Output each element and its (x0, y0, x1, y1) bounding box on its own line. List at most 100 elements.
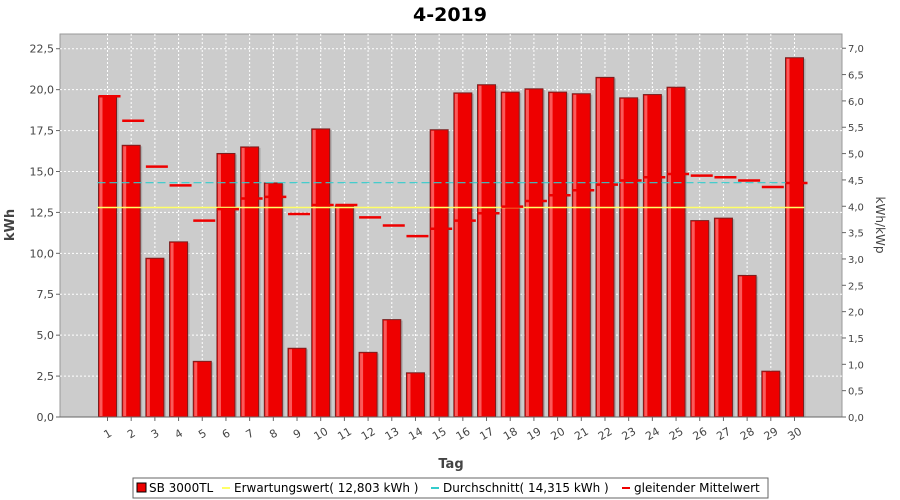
bar-day-27 (713, 217, 735, 418)
x-tick-label: 26 (691, 425, 710, 443)
x-tick-label: 11 (335, 425, 354, 443)
bar-day-1 (98, 95, 119, 418)
bar-day-3 (145, 257, 166, 418)
bar-highlight (715, 219, 719, 416)
y-tick-label: 2,5 (37, 370, 55, 383)
legend-label-average: Durchschnitt( 14,315 kWh ) (443, 481, 609, 495)
legend-swatch-bars (136, 482, 147, 493)
x-tick-label: 29 (762, 425, 781, 443)
bar-day-13 (382, 319, 403, 418)
x-tick-label: 23 (620, 425, 639, 443)
bar-highlight (217, 154, 221, 416)
bar-day-30 (785, 57, 806, 418)
legend-label-expected: Erwartungswert( 12,803 kWh ) (234, 481, 418, 495)
bar-day-28 (737, 274, 759, 418)
bar-highlight (691, 221, 695, 416)
bar-highlight (454, 93, 458, 416)
x-tick-label: 21 (572, 425, 591, 443)
bar-day-20 (548, 91, 569, 418)
bar-day-16 (453, 92, 474, 418)
bar-day-17 (477, 84, 498, 418)
y2-tick-label: 5,5 (848, 123, 864, 134)
x-tick-label: 15 (430, 425, 449, 443)
bar-day-19 (524, 88, 545, 418)
x-tick-label: 16 (454, 425, 473, 443)
y2-tick-label: 0,0 (848, 413, 864, 424)
y2-tick-label: 3,5 (848, 229, 864, 240)
bar-highlight (241, 147, 245, 416)
x-tick-label: 17 (477, 425, 496, 443)
chart-title: 4-2019 (413, 4, 487, 26)
bar-highlight (336, 206, 340, 416)
y2-tick-label: 6,5 (848, 71, 864, 82)
x-tick-label: 4 (173, 427, 186, 442)
y-axis-left: 0,0 2,5 5,0 7,5 10,0 12,5 15,0 17,5 20,0 22,5 (30, 43, 60, 424)
bar-highlight (194, 362, 198, 416)
y-tick-label: 22,5 (30, 43, 55, 56)
x-tick-label: 30 (785, 425, 804, 443)
bar-day-6 (216, 152, 237, 418)
x-tick-label: 22 (596, 425, 615, 443)
x-tick-label: 9 (291, 427, 304, 442)
y2-axis-title: kWh/kWp (873, 197, 887, 254)
bar-highlight (407, 373, 411, 416)
bar-day-18 (500, 91, 522, 418)
y-axis-right: 0,0 0,5 1,0 1,5 2,0 2,5 3,0 3,5 4,0 4,5 5,0 5,5 6,0 6… (842, 44, 864, 424)
bar-highlight (596, 78, 600, 416)
bar-highlight (573, 94, 577, 416)
bar-day-23 (619, 97, 640, 418)
y2-tick-label: 5,0 (848, 150, 864, 161)
bar-day-5 (192, 360, 214, 418)
y2-tick-label: 4,5 (848, 176, 864, 187)
bar-highlight (383, 320, 387, 416)
bar-day-10 (311, 128, 332, 418)
bar-day-15 (429, 129, 451, 418)
y-axis-title: kWh (3, 209, 18, 241)
bar-highlight (123, 146, 127, 417)
bar-day-4 (169, 241, 190, 418)
bar-highlight (478, 85, 482, 416)
y-tick-label: 7,5 (37, 288, 55, 301)
x-tick-label: 5 (196, 427, 209, 442)
bar-highlight (312, 129, 316, 416)
y-tick-label: 17,5 (30, 125, 55, 138)
bar-highlight (289, 349, 293, 416)
bar-day-29 (761, 370, 782, 418)
bar-day-9 (287, 347, 309, 418)
legend-box (132, 477, 769, 499)
bar-highlight (360, 353, 364, 416)
x-tick-label: 13 (383, 425, 402, 443)
y2-tick-label: 3,0 (848, 255, 864, 266)
x-tick-label: 12 (359, 425, 378, 443)
legend: SB 3000TL Erwartungswert( 12,803 kWh ) D… (132, 477, 769, 499)
y2-tick-label: 0,5 (848, 387, 864, 398)
x-axis-title: Tag (438, 457, 463, 472)
bar-day-26 (690, 220, 711, 418)
reference-lines (97, 94, 808, 238)
x-tick-label: 2 (125, 427, 138, 442)
y-tick-label: 20,0 (30, 84, 55, 97)
legend-label-moving-average: gleitender Mittelwert (634, 481, 760, 495)
bar-day-25 (666, 86, 688, 418)
bar-highlight (762, 372, 766, 416)
bar-highlight (620, 98, 624, 416)
y-tick-label: 15,0 (30, 165, 55, 178)
y2-tick-label: 7,0 (848, 44, 864, 55)
bar-highlight (502, 93, 506, 416)
y-tick-label: 12,5 (30, 206, 55, 219)
bar-series (98, 57, 806, 418)
bar-highlight (431, 130, 435, 416)
y2-tick-label: 2,5 (848, 281, 864, 292)
y-tick-label: 0,0 (37, 411, 55, 424)
bar-day-2 (121, 144, 143, 418)
x-tick-label: 20 (549, 425, 568, 443)
x-tick-label: 18 (501, 425, 520, 443)
x-tick-label: 19 (525, 425, 544, 443)
x-tick-label: 3 (149, 427, 162, 442)
y-tick-label: 10,0 (30, 247, 55, 260)
x-tick-label: 10 (312, 425, 331, 443)
bar-day-12 (358, 351, 380, 418)
bar-day-22 (595, 76, 616, 418)
bar-highlight (99, 97, 103, 416)
